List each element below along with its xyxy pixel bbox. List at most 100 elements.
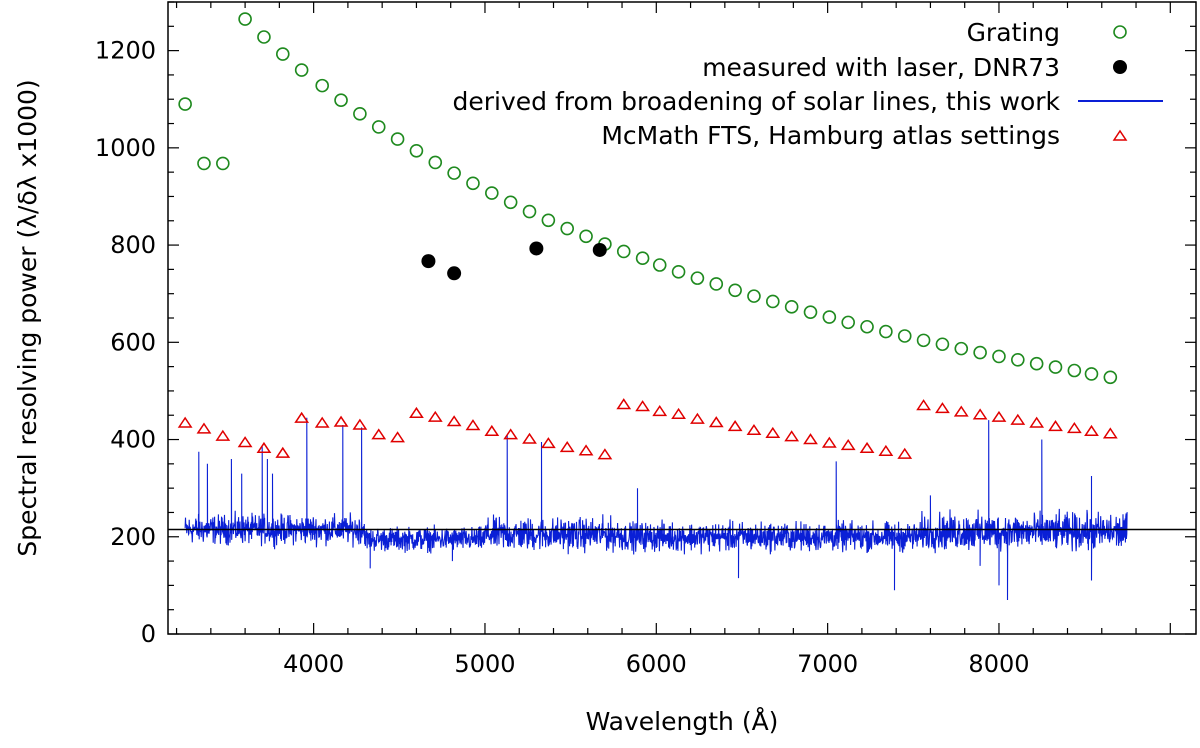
data-point xyxy=(992,349,1006,364)
data-point xyxy=(390,132,405,146)
legend-label-mcmath: McMath FTS, Hamburg atlas settings xyxy=(601,121,1060,150)
data-point xyxy=(953,405,969,417)
data-point xyxy=(954,341,969,356)
data-point xyxy=(237,436,253,448)
data-point xyxy=(652,404,668,417)
data-point xyxy=(592,242,607,257)
data-point xyxy=(972,408,988,420)
y-tick-label: 0 xyxy=(141,620,156,648)
data-point xyxy=(897,447,913,459)
data-point xyxy=(484,424,500,437)
legend-label-laser: measured with laser, DNR73 xyxy=(702,53,1060,82)
data-point xyxy=(409,406,424,419)
data-point xyxy=(314,416,330,428)
data-point xyxy=(973,345,987,360)
data-point xyxy=(333,415,349,427)
data-point xyxy=(709,277,724,291)
data-point xyxy=(746,423,762,436)
data-point xyxy=(216,156,230,171)
data-point xyxy=(371,428,387,440)
data-point xyxy=(878,444,894,456)
data-point xyxy=(803,433,818,445)
data-point xyxy=(559,440,575,453)
data-point xyxy=(409,143,424,158)
data-point xyxy=(294,411,310,423)
data-point xyxy=(541,213,556,228)
data-point xyxy=(822,310,837,324)
y-tick-label: 800 xyxy=(110,231,156,259)
legend-marker-mcmath xyxy=(1112,129,1128,141)
data-point xyxy=(671,265,686,279)
data-point xyxy=(352,418,368,430)
data-point xyxy=(935,337,950,352)
data-point xyxy=(446,415,462,427)
y-axis: 0 200 400 600 800 1000 1200 xyxy=(95,1,1196,648)
data-point xyxy=(859,441,875,454)
y-tick-label: 1000 xyxy=(95,134,156,162)
legend-marker-laser xyxy=(1113,60,1127,74)
data-point xyxy=(766,294,780,309)
data-point xyxy=(1102,427,1118,439)
data-point xyxy=(466,176,480,191)
data-point xyxy=(427,410,443,422)
data-point xyxy=(916,399,931,411)
series-solar-lines xyxy=(184,417,1128,601)
data-point xyxy=(616,398,632,410)
data-point xyxy=(1084,424,1099,437)
data-point xyxy=(1084,367,1099,381)
data-point xyxy=(371,120,386,134)
data-point xyxy=(196,422,212,434)
legend-marker-grating xyxy=(1113,25,1127,39)
data-point xyxy=(421,254,436,269)
data-point xyxy=(447,166,461,180)
data-point xyxy=(485,186,499,200)
y-tick-label: 1200 xyxy=(95,37,156,65)
data-point xyxy=(178,97,192,111)
data-point xyxy=(1048,360,1063,374)
x-tick-label: 6000 xyxy=(626,650,687,678)
data-point xyxy=(897,329,912,343)
data-point xyxy=(690,271,705,285)
data-point xyxy=(1010,413,1026,425)
data-point xyxy=(334,93,348,108)
data-point xyxy=(616,244,631,259)
series-line xyxy=(184,417,1128,601)
data-point xyxy=(579,229,593,244)
data-point xyxy=(821,436,837,448)
data-point xyxy=(257,30,271,44)
data-point xyxy=(1029,416,1045,428)
data-point xyxy=(315,78,330,93)
data-point xyxy=(390,431,405,443)
data-point xyxy=(690,412,705,424)
data-point xyxy=(784,430,800,442)
data-point xyxy=(671,407,686,420)
y-tick-label: 400 xyxy=(110,426,156,454)
data-point xyxy=(353,107,367,121)
data-point xyxy=(465,419,481,431)
y-axis-title: Spectral resolving power (λ/δλ x1000) xyxy=(13,79,42,556)
data-point xyxy=(177,416,193,428)
data-point xyxy=(275,47,290,61)
data-point xyxy=(635,251,650,266)
series-grating xyxy=(178,12,1118,385)
legend: Grating measured with laser, DNR73 deriv… xyxy=(453,18,1163,150)
data-point xyxy=(522,432,537,444)
data-point xyxy=(215,429,231,441)
data-point xyxy=(1103,370,1118,385)
data-point xyxy=(840,439,856,451)
data-point xyxy=(1029,356,1044,371)
data-point xyxy=(652,258,667,272)
data-point xyxy=(294,63,309,77)
data-point xyxy=(784,300,799,314)
data-point xyxy=(447,266,462,281)
y-tick-label: 200 xyxy=(110,523,156,551)
data-point xyxy=(522,204,537,219)
data-point xyxy=(560,221,575,236)
data-point xyxy=(503,428,519,440)
series-mcmath-fts xyxy=(177,398,1118,460)
data-point xyxy=(708,416,724,428)
y-tick-label: 600 xyxy=(110,328,156,356)
legend-label-solar-lines: derived from broadening of solar lines, … xyxy=(453,87,1061,116)
data-point xyxy=(727,420,743,432)
